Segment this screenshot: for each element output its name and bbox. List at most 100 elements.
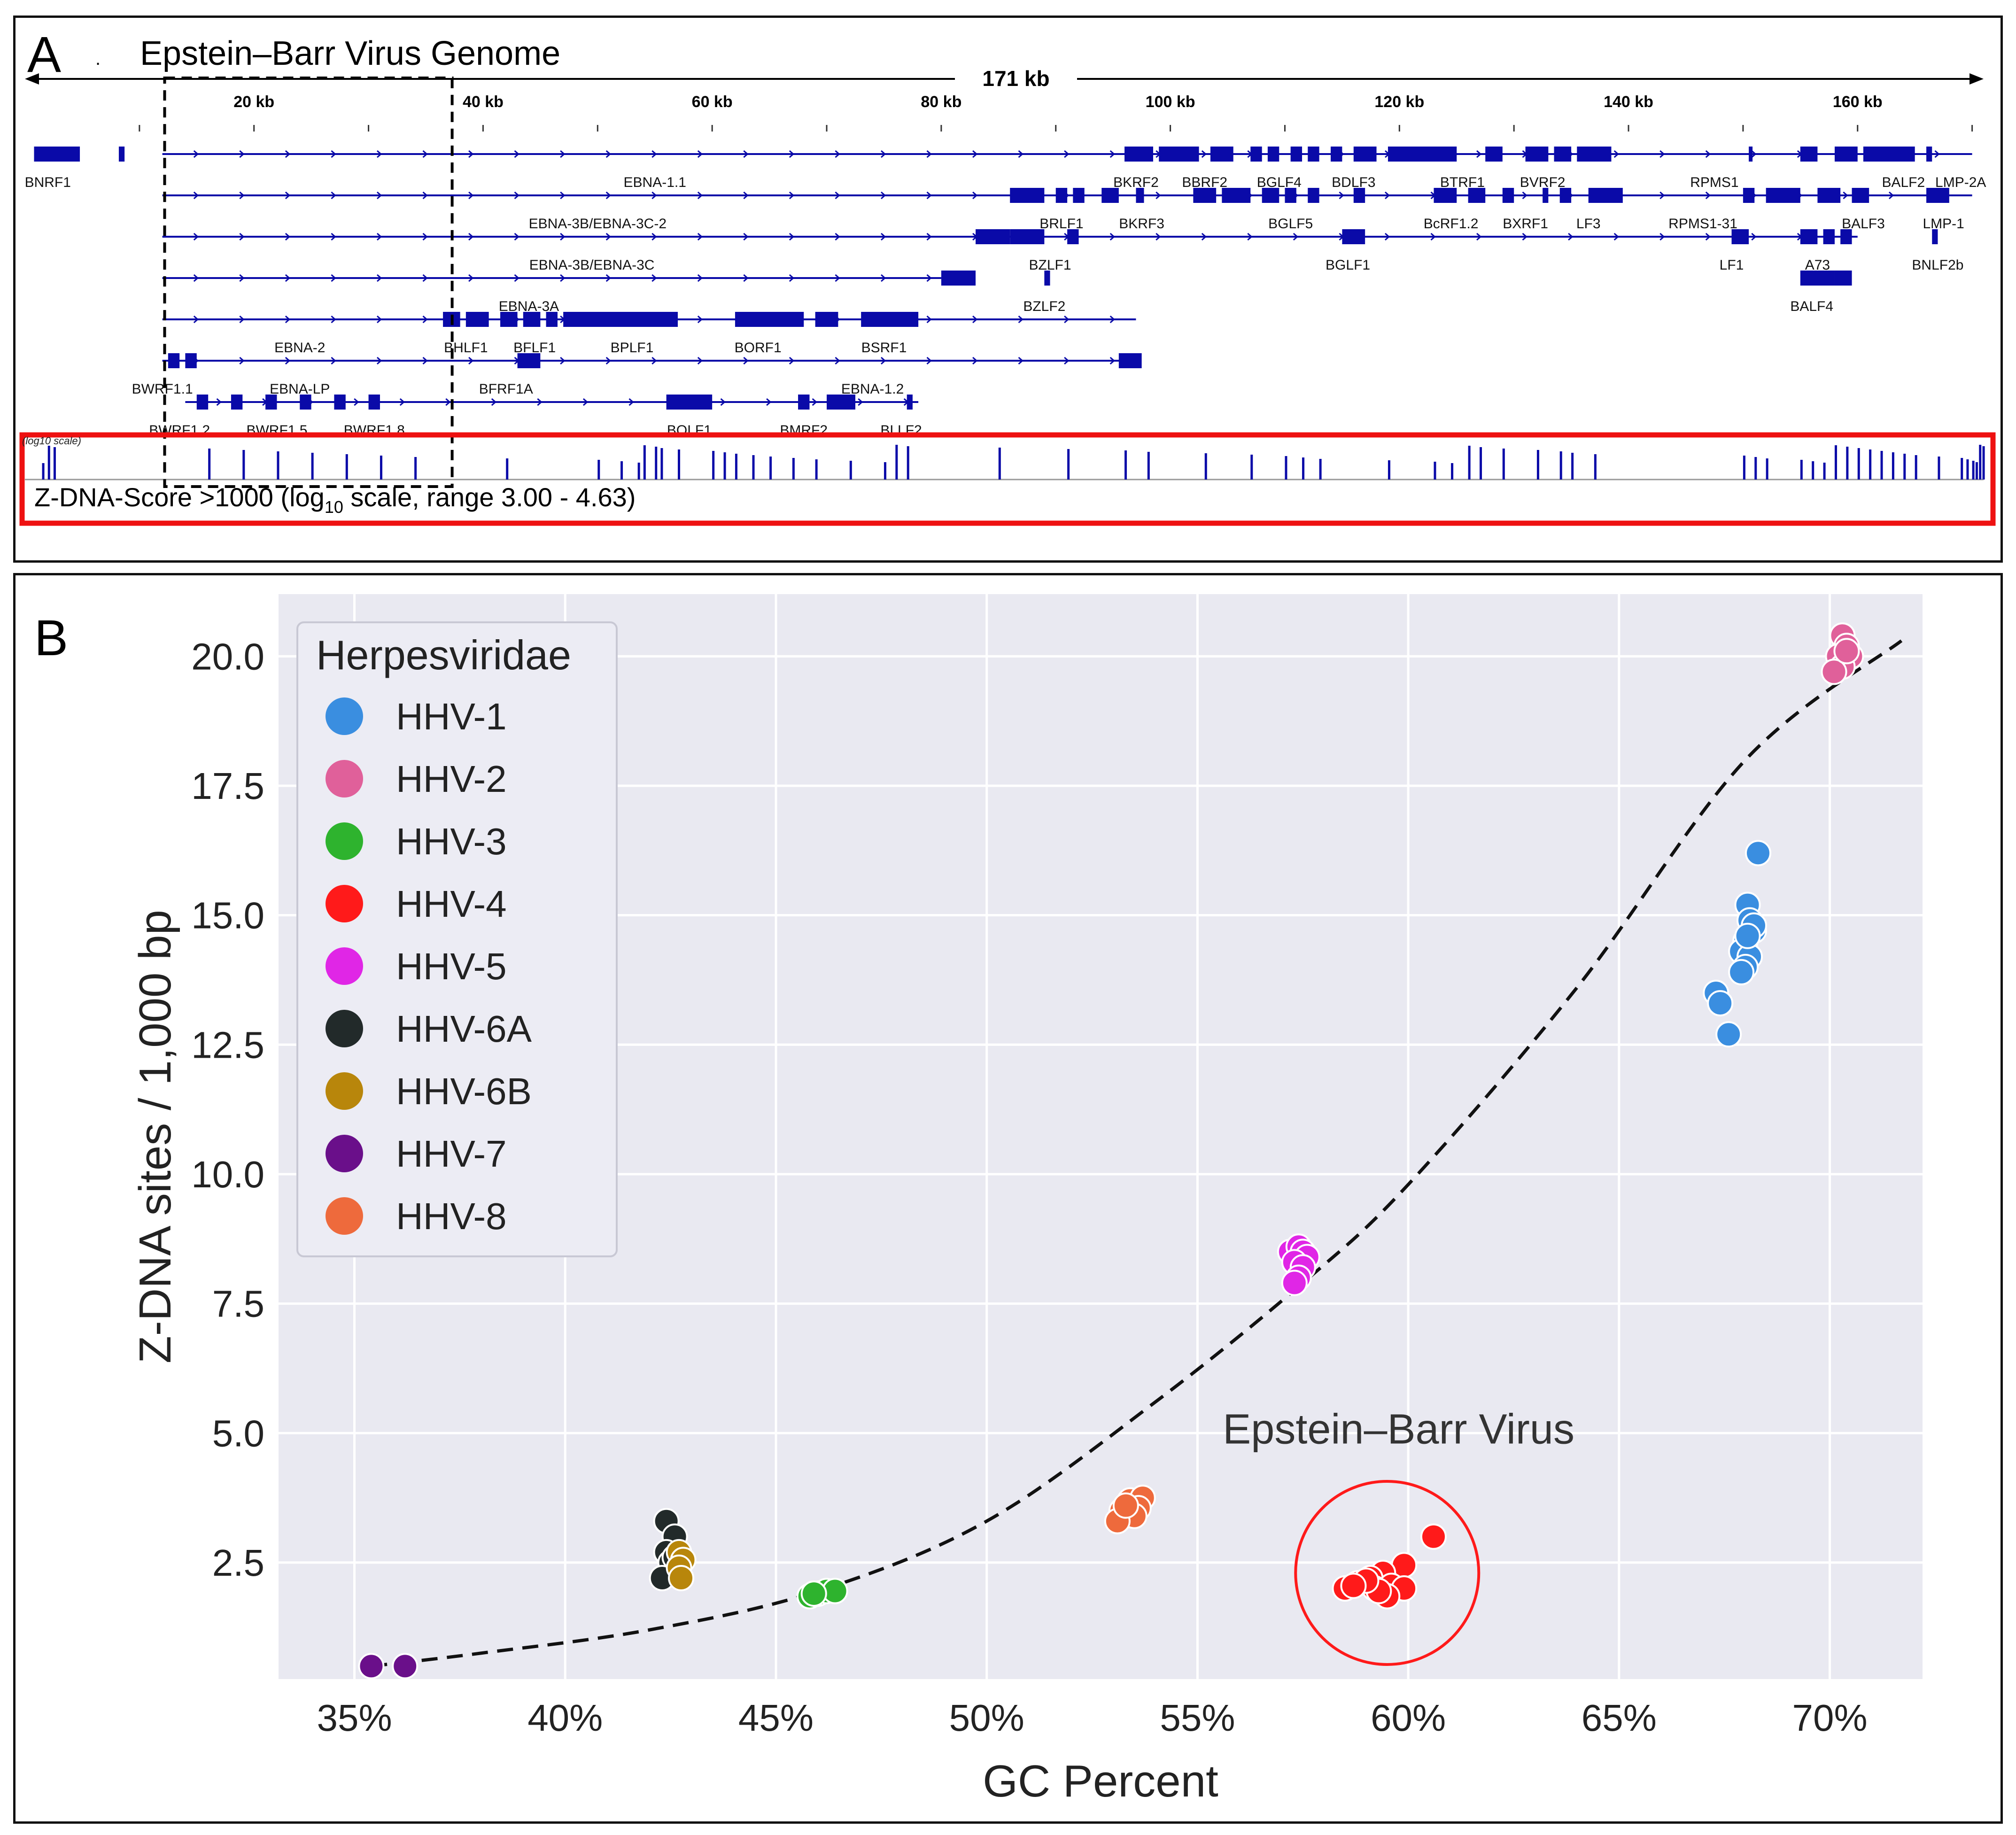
strand-arrow: [560, 150, 566, 158]
gene-label: LMP-2A: [1935, 175, 1986, 190]
strand-arrow: [743, 191, 749, 200]
exon-block: [1863, 147, 1915, 162]
selected-region-box: [163, 77, 454, 488]
panel-a-letter: A: [27, 26, 61, 83]
gene-label: EBNA-1.2: [841, 381, 904, 397]
gene-label: BDLF3: [1332, 175, 1375, 190]
scatter-point-hhv-1: [1734, 922, 1761, 949]
ruler-tick-label: 120 kb: [1374, 93, 1424, 111]
strand-arrow: [743, 356, 749, 365]
strand-arrow: [468, 232, 474, 241]
data-points: [358, 622, 1864, 1680]
strand-arrow: [468, 356, 474, 365]
strand-arrow: [697, 356, 703, 365]
x-tick-label: 45%: [738, 1697, 814, 1739]
strand-arrow: [1751, 150, 1757, 158]
zdna-site-bar: [1594, 454, 1597, 480]
strand-arrow: [560, 191, 566, 200]
exon-block: [1222, 188, 1251, 203]
strand-arrow: [1339, 191, 1344, 200]
gene-label: BTRF1: [1440, 175, 1485, 190]
strand-arrow: [628, 398, 634, 406]
zdna-site-bar: [277, 451, 279, 480]
y-tick-label: 17.5: [191, 765, 264, 807]
strand-arrow: [926, 191, 932, 200]
scatter-point-hhv-1: [1707, 990, 1734, 1017]
legend-marker-hhv-6a: [326, 1010, 363, 1047]
strand-arrow: [193, 274, 199, 282]
strand-arrow: [445, 398, 451, 406]
strand-arrow: [605, 150, 611, 158]
strand-arrow: [835, 232, 840, 241]
strand-arrow: [1155, 232, 1161, 241]
gene-label: BRLF1: [1039, 216, 1083, 232]
exon-block: [1159, 147, 1199, 162]
strand-arrow: [1018, 150, 1024, 158]
strand-arrow: [285, 232, 291, 241]
exon-block: [1308, 147, 1319, 162]
exon-block: [1010, 188, 1045, 203]
genome-length-label: 171 kb: [982, 66, 1049, 91]
gene-label: EBNA-2: [274, 340, 325, 356]
zdna-site-bar: [907, 446, 909, 480]
zdna-site-bar: [1434, 462, 1436, 480]
exon-block: [1468, 188, 1486, 203]
scatter-point-hhv-7: [392, 1653, 419, 1680]
exon-block: [1073, 188, 1085, 203]
gene-label: RPMS1: [1690, 175, 1738, 190]
zdna-highlight-box: [19, 432, 1996, 526]
strand-arrow: [239, 274, 245, 282]
zdna-site-bar: [1857, 448, 1860, 480]
strand-arrow: [285, 191, 291, 200]
x-tick-label: 55%: [1160, 1697, 1235, 1739]
ebv-highlight-circle: [1294, 1479, 1481, 1666]
x-tick-label: 65%: [1582, 1697, 1657, 1739]
strand-arrow: [422, 232, 428, 241]
strand-arrow: [582, 398, 589, 406]
gene-label: BWRF1.1: [132, 381, 193, 397]
strand-arrow: [1934, 150, 1940, 158]
scatter-point-hhv-2: [1833, 638, 1860, 665]
strand-arrow: [468, 191, 474, 200]
strand-arrow: [880, 356, 886, 365]
genome-track-svg: A . Epstein–Barr Virus Genome 171 kb 20 k…: [19, 26, 1996, 526]
strand-arrow: [1247, 232, 1253, 241]
exon-block: [1267, 147, 1279, 162]
legend-marker-hhv-7: [326, 1135, 363, 1172]
exon-block: [185, 353, 197, 368]
zdna-site-bar: [1961, 458, 1963, 480]
strand-arrow: [239, 315, 245, 324]
strand-arrow: [1201, 232, 1207, 241]
strand-arrow: [789, 191, 795, 200]
strand-arrow: [651, 274, 657, 282]
strand-arrow: [560, 274, 566, 282]
zdna-site-bar: [998, 448, 1001, 480]
scatter-point-hhv-3: [800, 1580, 827, 1607]
exon-block: [1485, 147, 1503, 162]
strand-arrow: [239, 150, 245, 158]
gene-label: BGLF4: [1257, 175, 1302, 190]
exon-block: [1731, 229, 1749, 244]
zdna-site-bar: [655, 447, 658, 480]
legend-label: HHV-3: [396, 821, 507, 862]
zdna-site-bar: [1800, 460, 1803, 480]
strand-arrow: [743, 150, 749, 158]
exon-block: [1353, 147, 1377, 162]
legend-label: HHV-8: [396, 1195, 507, 1237]
zdna-site-bar: [1285, 456, 1287, 480]
exon-block: [1342, 229, 1365, 244]
exon-block: [1308, 188, 1319, 203]
zdna-site-bar: [1451, 463, 1454, 480]
gene-label: BALF2: [1882, 175, 1925, 190]
strand-arrow: [1109, 232, 1115, 241]
exon-block: [523, 312, 541, 327]
gene-label: BSRF1: [861, 340, 907, 356]
strand-arrow: [1568, 232, 1574, 241]
exon-block: [231, 395, 243, 410]
y-tick-label: 10.0: [191, 1154, 264, 1195]
y-axis-label: Z-DNA sites / 1,000 bp: [130, 910, 180, 1363]
gene-label: BNLF2b: [1912, 257, 1963, 273]
strand-arrow: [422, 315, 428, 324]
strand-arrow: [376, 356, 382, 365]
strand-arrow: [1705, 150, 1711, 158]
